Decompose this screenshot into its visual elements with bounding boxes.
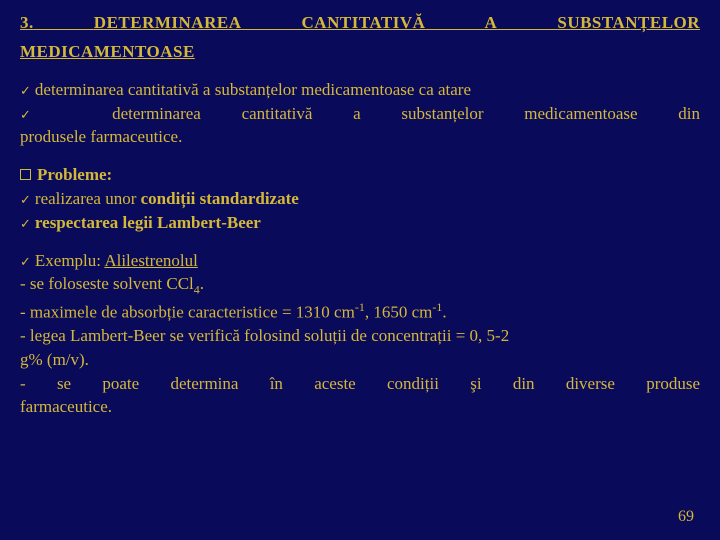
- title-num: 3.: [20, 13, 34, 32]
- ex-line-5: g% (m/v).: [20, 348, 700, 372]
- check-icon: ✓: [20, 83, 31, 98]
- w: condiții: [387, 374, 439, 393]
- ex-line-3: - maximele de absorbție caracteristice =…: [20, 299, 700, 324]
- ex-t4: legea Lambert-Beer se verifică folosind …: [30, 326, 509, 345]
- check-icon: ✓: [20, 254, 31, 269]
- ex-t2b: .: [200, 274, 204, 293]
- check-icon: ✓: [20, 192, 31, 207]
- w: în: [270, 374, 283, 393]
- page-number: 69: [678, 508, 694, 526]
- w: a: [353, 104, 361, 123]
- block-problems: Probleme: ✓ realizarea unor condiții stan…: [20, 163, 700, 234]
- slide-page: 3. DETERMINAREA CANTITATIVĂ A SUBSTANȚEL…: [0, 0, 720, 540]
- block-example: ✓ Exemplu: Alilestrenolul - se foloseste …: [20, 249, 700, 420]
- w: determina: [170, 374, 238, 393]
- section-title: 3. DETERMINAREA CANTITATIVĂ A SUBSTANȚEL…: [20, 12, 700, 35]
- dash: -: [20, 326, 30, 345]
- w: poate: [102, 374, 139, 393]
- title-w4: SUBSTANȚELOR: [557, 13, 700, 32]
- ex-line-4: - legea Lambert-Beer se verifică folosin…: [20, 324, 700, 348]
- check-icon: ✓: [20, 216, 31, 231]
- det-line-2: ✓ determinarea cantitativă a substanțelo…: [20, 102, 700, 126]
- w: din: [678, 104, 700, 123]
- sup-m1: -1: [432, 300, 442, 314]
- ex-line-6: - se poate determina în aceste condiții …: [20, 372, 700, 396]
- sup-m1: -1: [355, 300, 365, 314]
- prob-line-1: Probleme:: [20, 163, 700, 187]
- title-w3: A: [485, 13, 498, 32]
- title-w2: CANTITATIVĂ: [302, 13, 426, 32]
- w: substanțelor: [401, 104, 483, 123]
- ex-t3a: maximele de absorbție caracteristice = 1…: [30, 302, 355, 321]
- w: se: [57, 374, 71, 393]
- ex-name: Alilestrenolul: [104, 251, 197, 270]
- det-line-1: ✓ determinarea cantitativă a substanțelor…: [20, 78, 700, 102]
- dash: -: [20, 302, 30, 321]
- w: şi: [470, 374, 481, 393]
- w: din: [513, 374, 535, 393]
- section-title-line2: MEDICAMENTOASE: [20, 41, 700, 64]
- ex-t2a: - se foloseste solvent CCl: [20, 274, 194, 293]
- ex-line-1: ✓ Exemplu: Alilestrenolul: [20, 249, 700, 273]
- check-icon: ✓: [20, 107, 67, 122]
- w: medicamentoase: [524, 104, 637, 123]
- square-bullet-icon: [20, 169, 31, 180]
- prob-line-3: ✓ respectarea legii Lambert-Beer: [20, 211, 700, 235]
- ex-label: Exemplu:: [35, 251, 104, 270]
- prob-heading: Probleme:: [37, 165, 112, 184]
- ex-t5: g% (m/v).: [20, 350, 89, 369]
- ex-t3b: , 1650 cm: [365, 302, 433, 321]
- prob-text-2b: condiții standardizate: [141, 189, 299, 208]
- title-w1: DETERMINAREA: [94, 13, 242, 32]
- w: determinarea: [112, 104, 201, 123]
- w: produse: [646, 374, 700, 393]
- w: cantitativă: [242, 104, 313, 123]
- prob-line-2: ✓ realizarea unor condiții standardizate: [20, 187, 700, 211]
- dash: -: [20, 374, 57, 393]
- ex-t7: farmaceutice.: [20, 397, 112, 416]
- prob-text-3: respectarea legii Lambert-Beer: [35, 213, 261, 232]
- title-w5: MEDICAMENTOASE: [20, 42, 195, 61]
- block-determinations: ✓ determinarea cantitativă a substanțelor…: [20, 78, 700, 149]
- det-line-3: produsele farmaceutice.: [20, 125, 700, 149]
- ex-t3c: .: [442, 302, 446, 321]
- det-text-1: determinarea cantitativă a substanțelor …: [35, 80, 471, 99]
- det-text-3: produsele farmaceutice.: [20, 127, 182, 146]
- w: aceste: [314, 374, 356, 393]
- ex-line-2: - se foloseste solvent CCl4.: [20, 272, 700, 298]
- ex-line-7: farmaceutice.: [20, 395, 700, 419]
- w: diverse: [566, 374, 615, 393]
- prob-text-2a: realizarea unor: [35, 189, 141, 208]
